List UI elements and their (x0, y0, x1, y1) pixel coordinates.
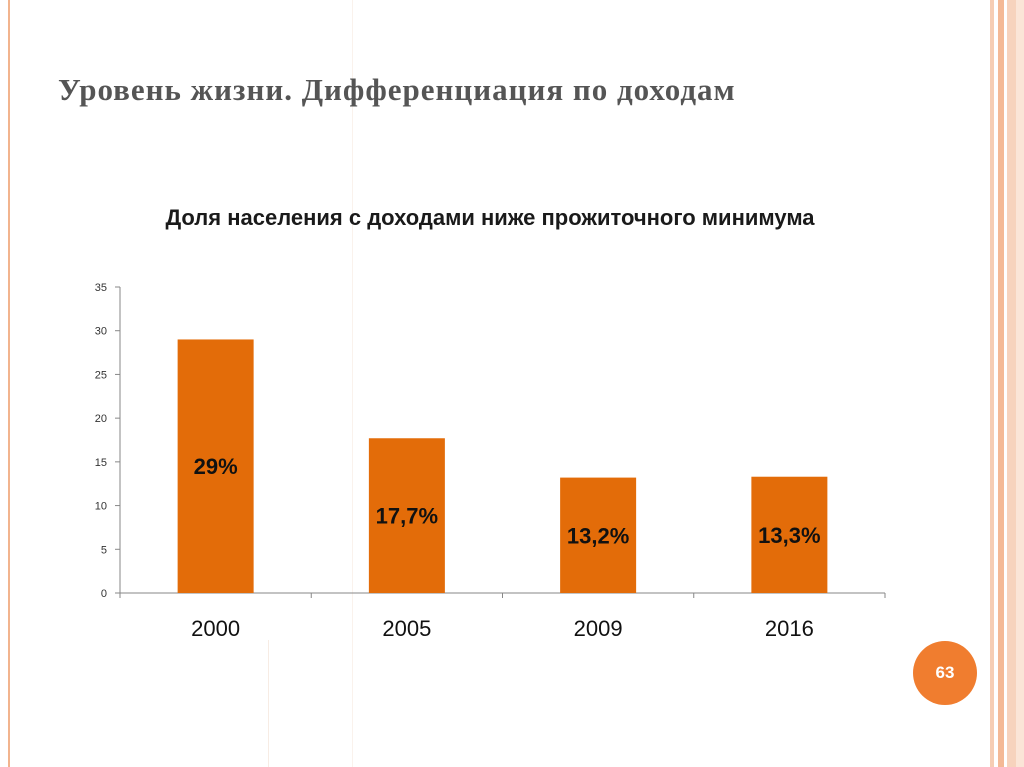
bar (368, 438, 445, 593)
slide-title: Уровень жизни. Дифференциация по доходам (58, 72, 736, 107)
y-tick-label: 5 (101, 544, 107, 556)
y-tick-label: 10 (95, 501, 107, 513)
bar (560, 477, 637, 593)
bar (751, 476, 828, 593)
background-line (352, 0, 353, 767)
x-tick-label: 2009 (574, 616, 623, 641)
y-tick-label: 25 (95, 369, 107, 381)
y-tick-label: 35 (95, 282, 107, 294)
data-label: 17,7% (376, 504, 438, 529)
y-tick-label: 15 (95, 457, 107, 469)
y-tick-label: 30 (95, 326, 107, 338)
data-label: 13,3% (758, 523, 820, 548)
data-label: 13,2% (567, 523, 629, 548)
chart-title: Доля населения с доходами ниже прожиточн… (165, 205, 815, 230)
x-tick-label: 2000 (191, 616, 240, 641)
x-tick-label: 2016 (765, 616, 814, 641)
data-label: 29% (194, 454, 238, 479)
bar (177, 339, 254, 593)
slide-frame-left-border (8, 0, 10, 767)
page-number-badge: 63 (913, 641, 977, 705)
y-tick-label: 20 (95, 413, 107, 425)
slide-frame-right-stripes (984, 0, 1024, 767)
background-line (268, 640, 269, 767)
x-tick-label: 2005 (382, 616, 431, 641)
y-tick-label: 0 (101, 588, 107, 600)
